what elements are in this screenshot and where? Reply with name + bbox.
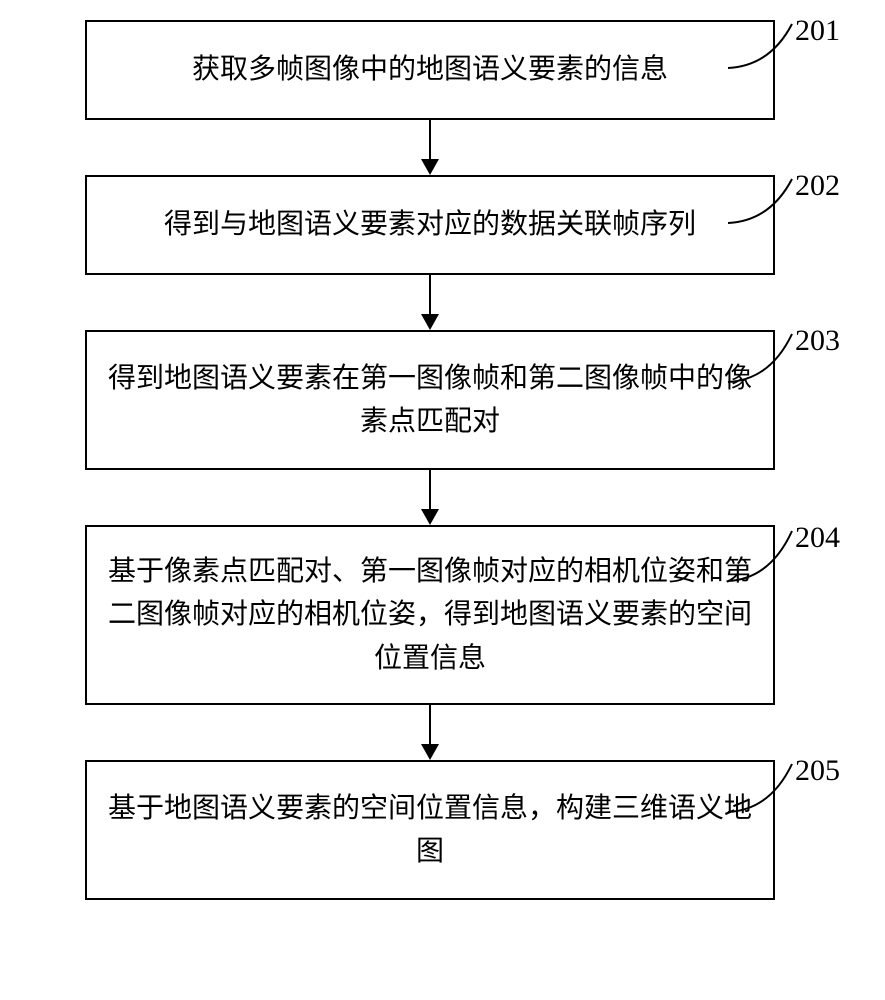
- arrow-202-to-203: [421, 275, 439, 330]
- step-box-201: 获取多帧图像中的地图语义要素的信息: [85, 20, 775, 120]
- flowchart-container: 获取多帧图像中的地图语义要素的信息201 得到与地图语义要素对应的数据关联帧序列2…: [40, 20, 820, 900]
- step-label-202: 202: [795, 169, 840, 203]
- arrow-203-to-204: [421, 470, 439, 525]
- arrow-head-icon: [421, 159, 439, 175]
- step-label-203: 203: [795, 324, 840, 358]
- label-connector-205: [726, 762, 794, 814]
- arrow-line: [429, 120, 431, 159]
- label-connector-204: [726, 529, 794, 583]
- step-text: 得到地图语义要素在第一图像帧和第二图像帧中的像素点匹配对: [107, 357, 753, 444]
- arrow-head-icon: [421, 744, 439, 760]
- step-text: 基于像素点匹配对、第一图像帧对应的相机位姿和第二图像帧对应的相机位姿，得到地图语…: [107, 550, 753, 680]
- arrow-line: [429, 470, 431, 509]
- step-label-204: 204: [795, 521, 840, 555]
- arrow-head-icon: [421, 509, 439, 525]
- label-connector-203: [726, 332, 794, 384]
- step-text: 获取多帧图像中的地图语义要素的信息: [192, 48, 668, 91]
- arrow-line: [429, 705, 431, 744]
- step-203: 得到地图语义要素在第一图像帧和第二图像帧中的像素点匹配对203: [40, 330, 820, 470]
- step-box-204: 基于像素点匹配对、第一图像帧对应的相机位姿和第二图像帧对应的相机位姿，得到地图语…: [85, 525, 775, 705]
- step-204: 基于像素点匹配对、第一图像帧对应的相机位姿和第二图像帧对应的相机位姿，得到地图语…: [40, 525, 820, 705]
- step-box-203: 得到地图语义要素在第一图像帧和第二图像帧中的像素点匹配对: [85, 330, 775, 470]
- arrow-204-to-205: [421, 705, 439, 760]
- step-201: 获取多帧图像中的地图语义要素的信息201: [40, 20, 820, 120]
- step-box-205: 基于地图语义要素的空间位置信息，构建三维语义地图: [85, 760, 775, 900]
- label-connector-202: [726, 177, 794, 225]
- arrow-head-icon: [421, 314, 439, 330]
- step-205: 基于地图语义要素的空间位置信息，构建三维语义地图205: [40, 760, 820, 900]
- step-202: 得到与地图语义要素对应的数据关联帧序列202: [40, 175, 820, 275]
- step-text: 基于地图语义要素的空间位置信息，构建三维语义地图: [107, 787, 753, 874]
- label-connector-201: [726, 22, 794, 70]
- arrow-201-to-202: [421, 120, 439, 175]
- step-label-201: 201: [795, 14, 840, 48]
- arrow-line: [429, 275, 431, 314]
- step-text: 得到与地图语义要素对应的数据关联帧序列: [164, 203, 696, 246]
- step-label-205: 205: [795, 754, 840, 788]
- step-box-202: 得到与地图语义要素对应的数据关联帧序列: [85, 175, 775, 275]
